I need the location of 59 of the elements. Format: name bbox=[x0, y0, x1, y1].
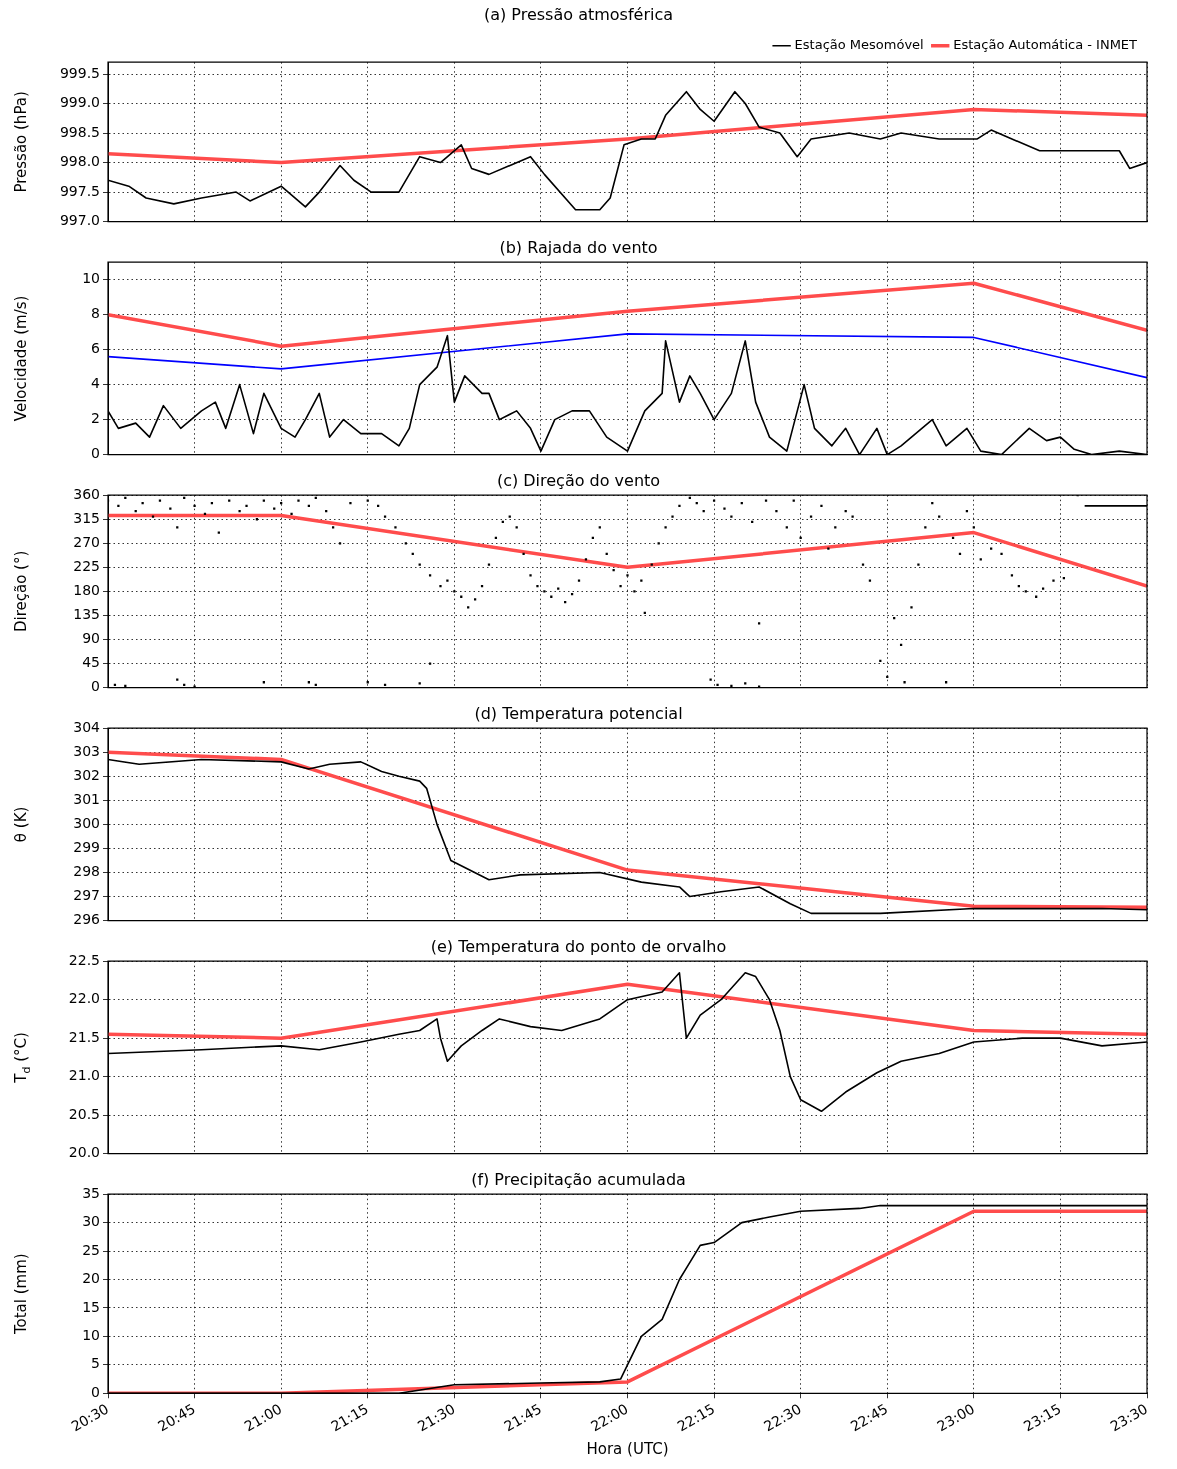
y-tick-label: 21.5 bbox=[68, 1028, 100, 1045]
y-tick-label: 0 bbox=[91, 678, 100, 695]
y-tick-label: 4 bbox=[91, 375, 101, 392]
y-tick-label: 300 bbox=[73, 815, 100, 832]
y-axis-title: Td (°C) bbox=[11, 1032, 33, 1084]
x-axis-title: Hora (UTC) bbox=[586, 1439, 669, 1458]
y-tick-label: 15 bbox=[82, 1298, 100, 1315]
chart-title: (d) Temperatura potencial bbox=[474, 703, 683, 723]
y-tick-label: 303 bbox=[73, 742, 100, 759]
y-tick-label: 297 bbox=[73, 887, 100, 904]
legend-label: Estação Mesomóvel bbox=[794, 37, 924, 53]
y-tick-label: 302 bbox=[73, 766, 100, 783]
y-axis-title: Pressão (hPa) bbox=[11, 91, 30, 193]
chart-title: (f) Precipitação acumulada bbox=[471, 1169, 686, 1189]
y-tick-label: 90 bbox=[82, 630, 100, 647]
y-tick-label: 22.0 bbox=[68, 990, 100, 1007]
y-tick-label: 135 bbox=[73, 606, 100, 623]
y-tick-label: 315 bbox=[73, 509, 100, 526]
y-tick-label: 20.0 bbox=[68, 1144, 100, 1161]
y-tick-label: 999.5 bbox=[59, 64, 100, 81]
y-tick-label: 25 bbox=[82, 1241, 100, 1258]
y-tick-label: 35 bbox=[82, 1184, 100, 1201]
y-tick-label: 10 bbox=[82, 270, 100, 287]
y-tick-label: 180 bbox=[73, 582, 100, 599]
y-tick-label: 998.5 bbox=[59, 123, 100, 140]
y-tick-label: 296 bbox=[73, 911, 101, 928]
y-tick-label: 20 bbox=[82, 1270, 100, 1287]
y-tick-label: 22.5 bbox=[68, 951, 100, 968]
y-tick-label: 2 bbox=[91, 410, 100, 427]
y-tick-label: 0 bbox=[91, 445, 100, 462]
y-tick-label: 6 bbox=[91, 340, 101, 357]
y-tick-label: 997.5 bbox=[59, 182, 100, 199]
legend-label: Estação Automática - INMET bbox=[953, 37, 1138, 53]
y-axis-title: Total (mm) bbox=[11, 1253, 30, 1336]
y-tick-label: 998.0 bbox=[59, 153, 100, 170]
y-tick-label: 8 bbox=[91, 305, 100, 322]
chart-title: (c) Direção do vento bbox=[496, 470, 661, 490]
y-tick-label: 30 bbox=[82, 1213, 100, 1230]
y-axis-title: Direção (°) bbox=[11, 550, 30, 633]
y-tick-label: 0 bbox=[91, 1383, 100, 1400]
y-tick-label: 10 bbox=[82, 1327, 100, 1344]
y-tick-label: 45 bbox=[82, 654, 100, 671]
chart-title: (a) Pressão atmosférica bbox=[483, 4, 674, 24]
y-tick-label: 360 bbox=[73, 485, 100, 502]
y-tick-label: 997.0 bbox=[59, 212, 100, 229]
y-axis-title: θ (K) bbox=[11, 806, 30, 843]
y-tick-label: 999.0 bbox=[59, 94, 100, 111]
chart-title: (b) Rajada do vento bbox=[499, 237, 658, 257]
y-tick-label: 21.0 bbox=[68, 1067, 100, 1084]
y-tick-label: 299 bbox=[73, 839, 100, 856]
y-tick-label: 5 bbox=[91, 1355, 100, 1372]
chart-title: (e) Temperatura do ponto de orvalho bbox=[430, 936, 727, 956]
y-tick-label: 304 bbox=[73, 718, 101, 735]
y-tick-label: 20.5 bbox=[68, 1105, 100, 1122]
y-tick-label: 298 bbox=[73, 863, 100, 880]
y-tick-label: 225 bbox=[73, 557, 100, 574]
y-tick-label: 270 bbox=[73, 533, 100, 550]
y-tick-label: 301 bbox=[73, 790, 100, 807]
y-axis-title: Velocidade (m/s) bbox=[11, 295, 30, 422]
